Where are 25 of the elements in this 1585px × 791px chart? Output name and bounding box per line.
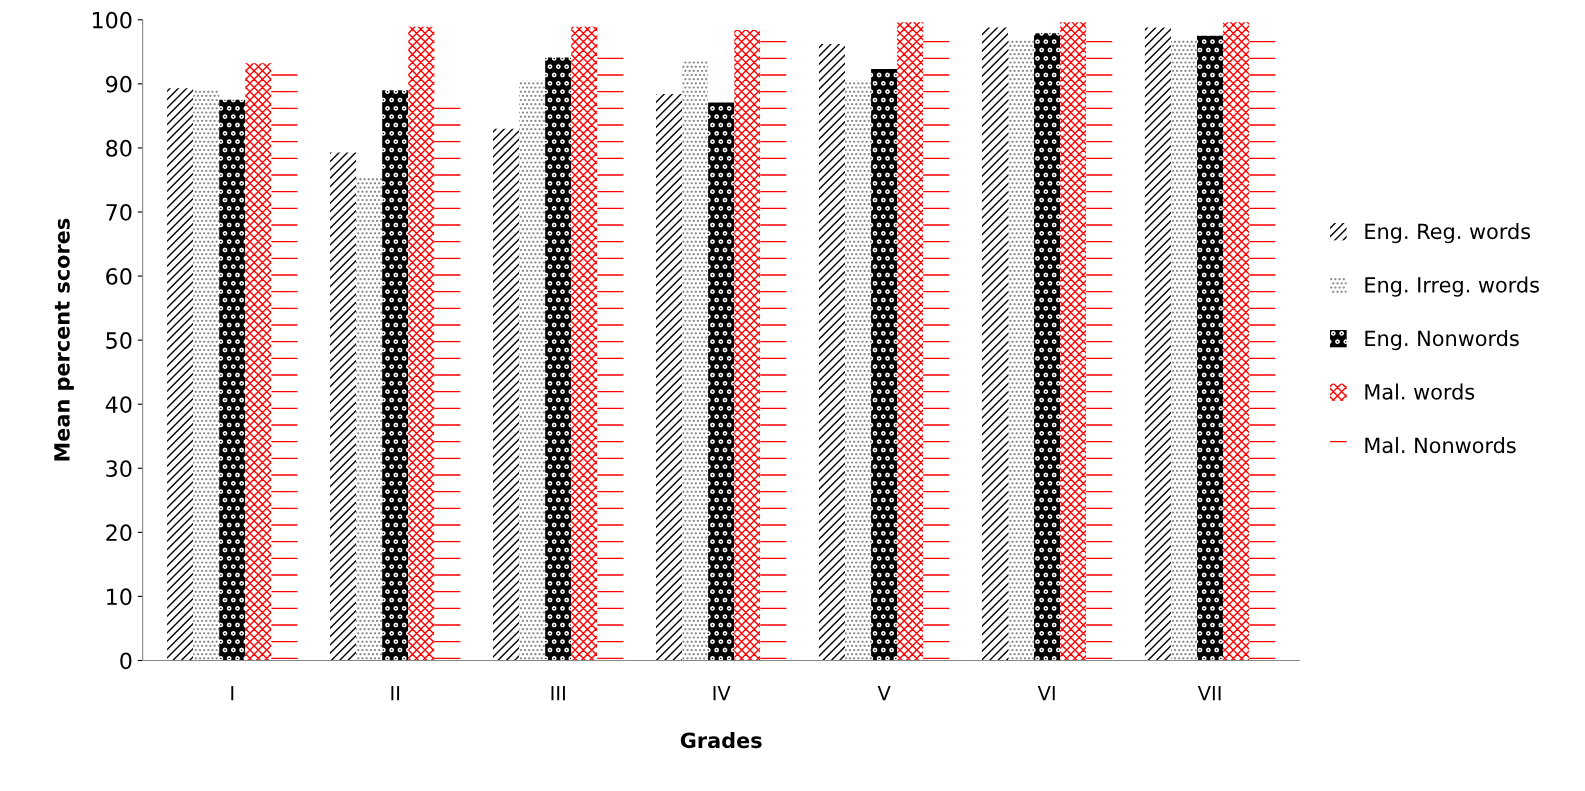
y-tick-label: 60 — [106, 268, 132, 285]
y-tick-label: 40 — [105, 396, 132, 413]
x-tick-label: VII — [1197, 686, 1221, 701]
x-tick-label: I — [231, 686, 234, 701]
y-tick-label: 100 — [92, 11, 132, 29]
y-tick-label: 0 — [120, 652, 132, 670]
x-tick-label: V — [877, 686, 891, 701]
y-tick-label: 50 — [106, 332, 132, 349]
x-axis-title: Grades — [680, 732, 762, 749]
y-tick-label: 90 — [106, 75, 132, 93]
x-tick-label: II — [391, 686, 400, 701]
legend-label: Eng. Nonwords — [1365, 330, 1519, 351]
y-tick-label: 10 — [107, 588, 132, 606]
legend-label: Mal. Nonwords — [1365, 437, 1516, 454]
y-tick-label: 70 — [106, 203, 132, 221]
legend-label: Eng. Reg. words — [1365, 223, 1531, 244]
y-tick-label: 30 — [106, 460, 132, 478]
legend-label: Mal. words — [1365, 383, 1475, 400]
y-tick-label: 20 — [106, 524, 132, 542]
legend-label: Eng. Irreg. words — [1365, 276, 1539, 297]
x-tick-label: IV — [713, 686, 731, 701]
x-tick-label: VI — [1037, 686, 1055, 701]
x-tick-label: III — [551, 686, 565, 701]
y-axis-title: Mean percent scores — [54, 218, 74, 461]
y-tick-label: 80 — [106, 139, 132, 157]
